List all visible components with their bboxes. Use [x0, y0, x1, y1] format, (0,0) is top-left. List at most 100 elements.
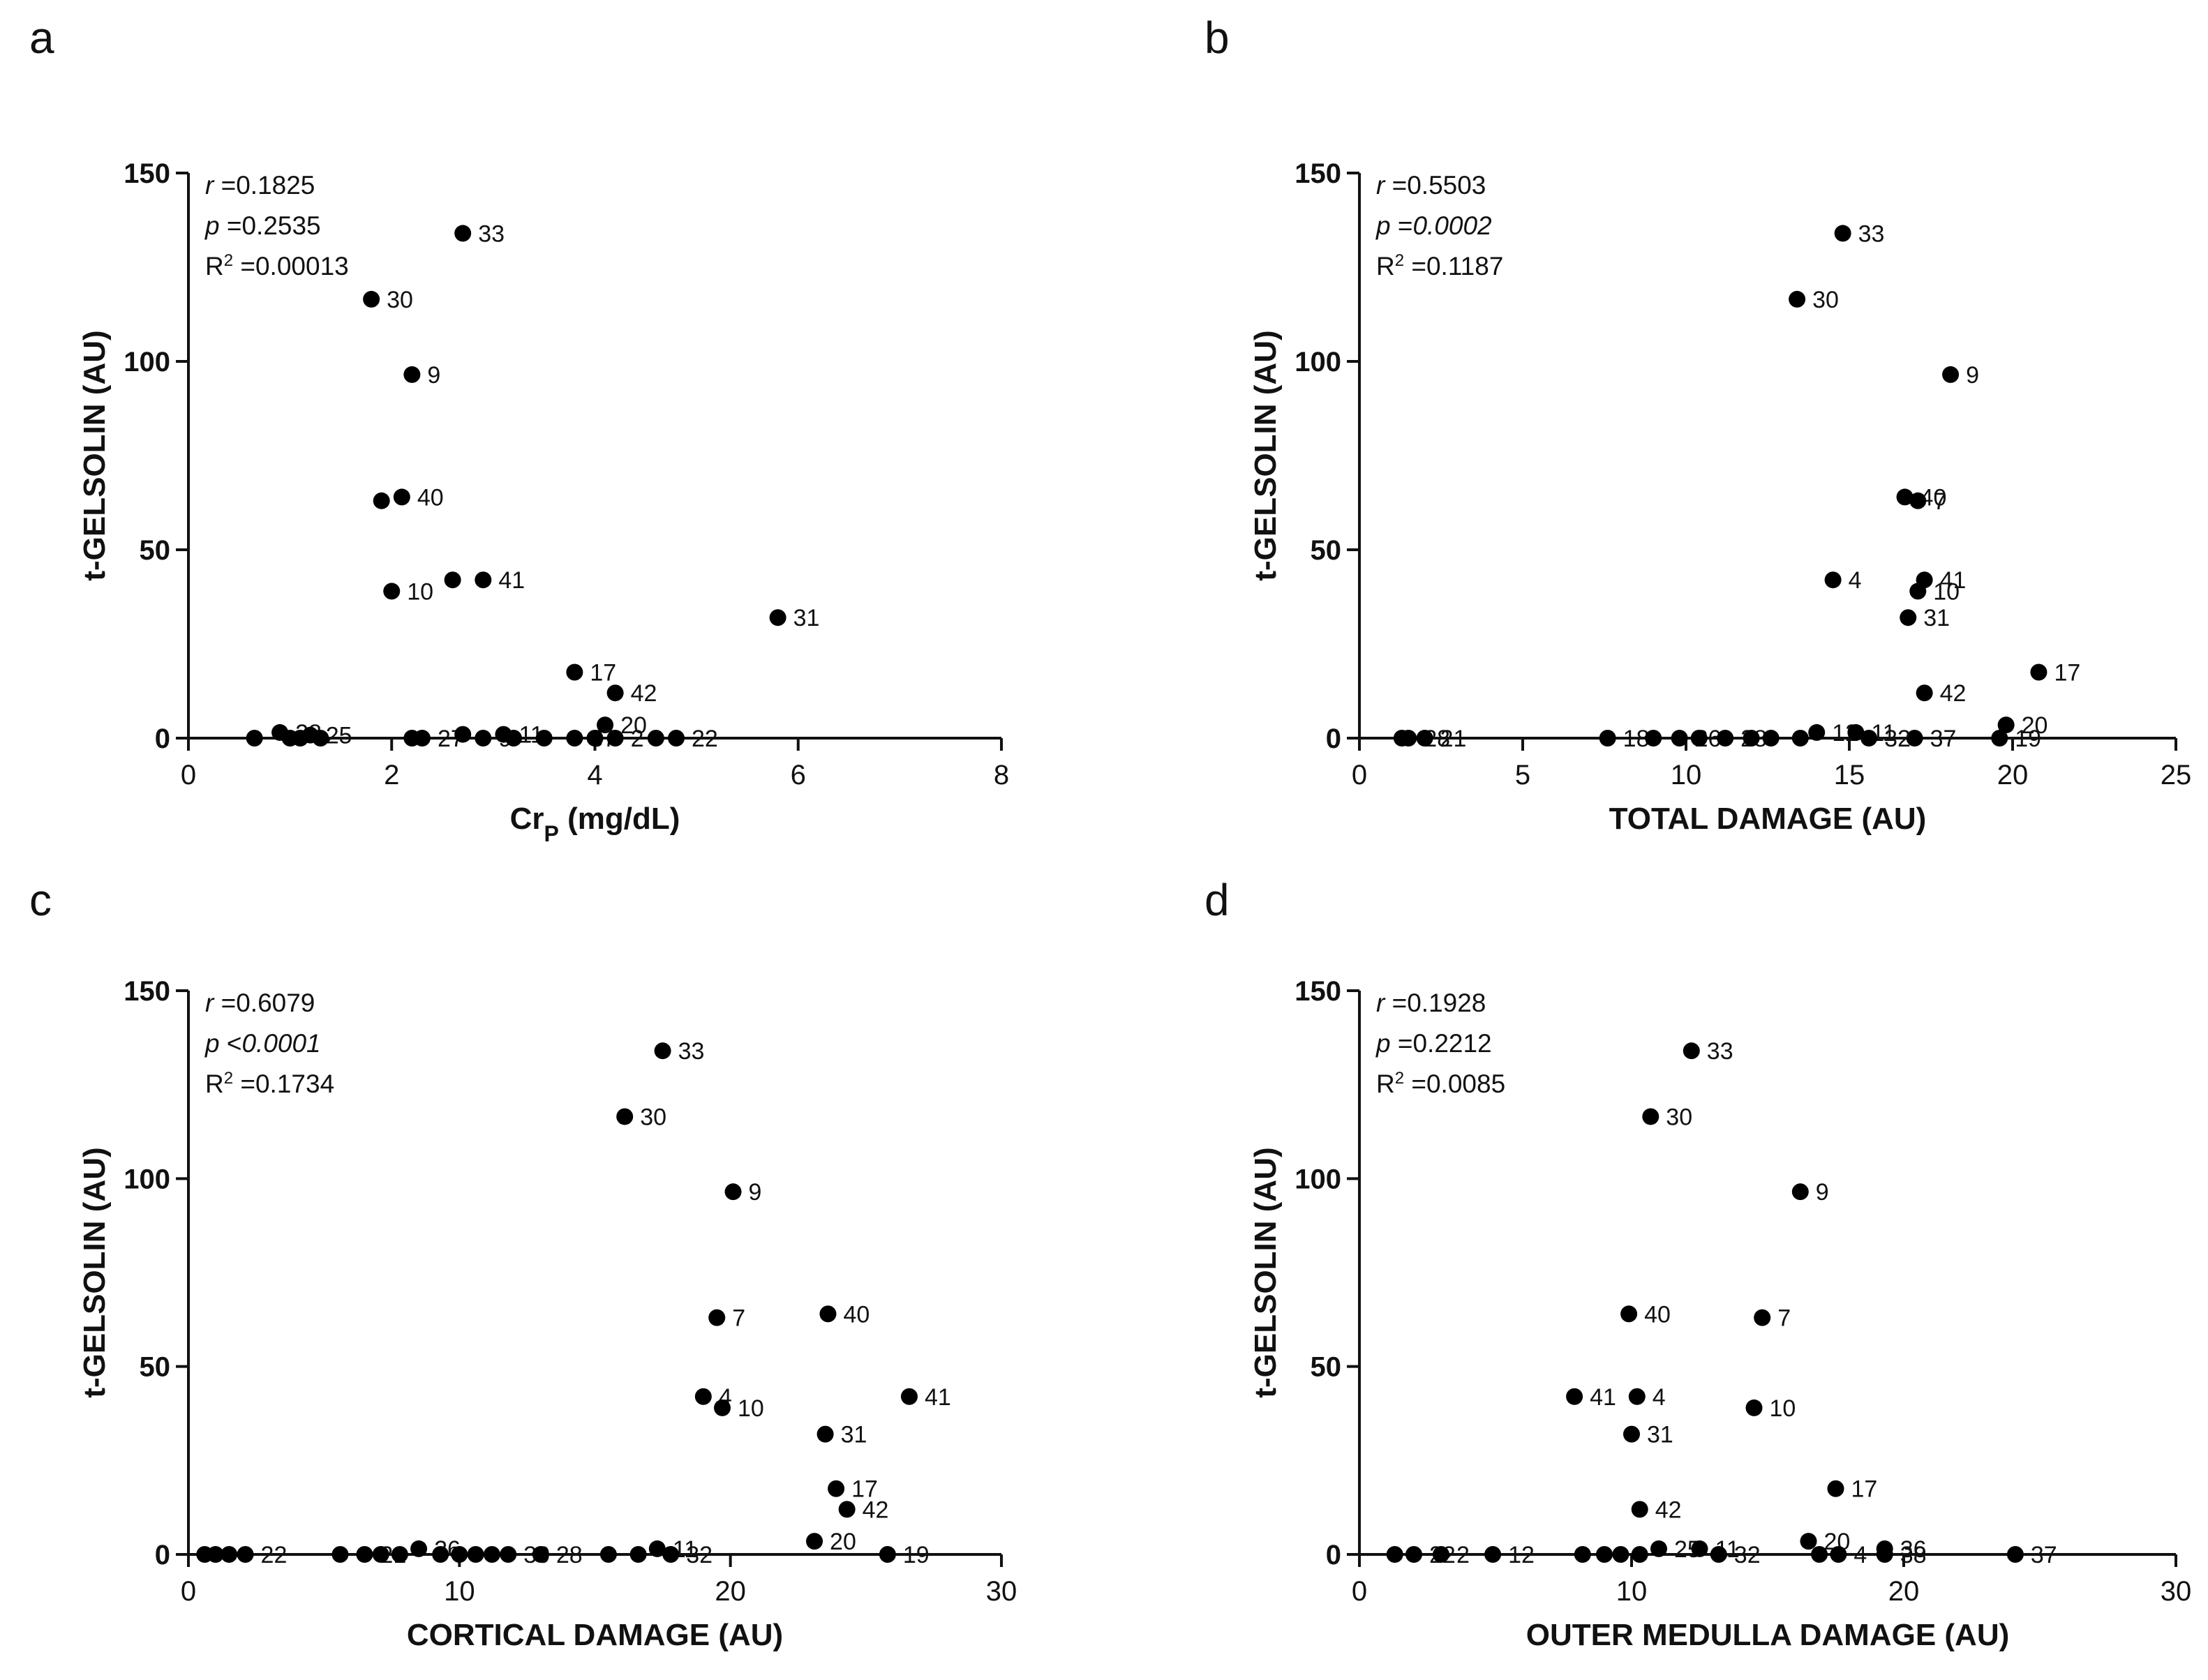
stat-r-value: 0.1825 [236, 171, 315, 200]
data-point [629, 1546, 647, 1563]
data-point [363, 290, 380, 308]
x-axis-title-main: OUTER MEDULLA DAMAGE (AU) [1526, 1618, 2010, 1652]
data-point [1800, 1533, 1817, 1550]
x-axis-title-subscript: P [544, 821, 559, 846]
data-point-label: 2 [631, 726, 644, 752]
data-point-label: 20 [830, 1529, 856, 1555]
data-point [356, 1546, 373, 1563]
data-point [1896, 488, 1914, 506]
data-point [1789, 290, 1806, 308]
x-axis-title-main: TOTAL DAMAGE (AU) [1609, 802, 1927, 836]
stat-p-symbol: p [204, 1029, 220, 1058]
y-tick-label: 50 [140, 1352, 171, 1383]
data-point-label: 9 [749, 1179, 762, 1206]
data-point [1824, 571, 1842, 589]
data-point [535, 730, 553, 747]
data-point-label: 28 [556, 1542, 583, 1568]
x-tick-label: 10 [1671, 760, 1702, 790]
y-axis-title: t-GELSOLIN (AU) [1248, 1147, 1283, 1397]
data-point-label: 2 [1456, 1542, 1470, 1568]
stat-r: r =0.1825 [205, 171, 315, 200]
x-tick-label: 5 [1515, 760, 1530, 790]
data-point [668, 730, 685, 747]
stat-r2-eq: = [1404, 1070, 1426, 1098]
stat-r2: R2 =0.1734 [205, 1069, 334, 1099]
x-tick-label: 4 [587, 760, 602, 790]
data-point [500, 1546, 517, 1563]
data-point [1811, 1546, 1828, 1563]
x-tick-label: 15 [1834, 760, 1865, 790]
data-point [1791, 1183, 1809, 1201]
stat-r2-value: 0.1734 [255, 1070, 334, 1098]
stat-r: r =0.6079 [205, 989, 315, 1017]
data-point-label: 25 [326, 723, 352, 749]
stat-p: p =0.2212 [1375, 1029, 1492, 1058]
x-axis-title: CrP (mg/dL) [510, 802, 680, 846]
data-point-label: 4 [1849, 567, 1862, 594]
panel-b: b 0 50 100 150 0 5 10 15 20 25 TOTAL DAMAGE (AU) t-G… [1204, 13, 2191, 836]
stat-r2-value: 0.0085 [1426, 1070, 1505, 1098]
x-tick-label: 2 [384, 760, 399, 790]
y-tick-label: 0 [1326, 1540, 1341, 1570]
data-point-label: 9 [1816, 1179, 1829, 1206]
y-tick-label: 100 [1295, 1164, 1341, 1194]
data-point-label: 36 [1900, 1536, 1927, 1563]
data-point [662, 1546, 680, 1563]
data-point [1916, 684, 1933, 702]
data-point-label: 31 [1923, 605, 1950, 631]
stat-p-symbol: p [1375, 211, 1391, 240]
data-point [616, 1108, 634, 1125]
data-point-label: 42 [631, 680, 657, 707]
data-point [1691, 1540, 1708, 1557]
data-point [566, 730, 583, 747]
data-point [2006, 1546, 2024, 1563]
x-tick-label: 0 [1352, 760, 1367, 790]
data-point-label: 42 [863, 1497, 889, 1523]
data-point-label: 42 [1655, 1497, 1682, 1523]
y-tick-label: 100 [124, 1164, 170, 1194]
stat-r-value: 0.1928 [1407, 989, 1486, 1017]
data-point [1762, 730, 1780, 747]
y-axis-title: t-GELSOLIN (AU) [77, 330, 112, 580]
data-point [1642, 1108, 1659, 1125]
data-point [819, 1305, 837, 1323]
stat-p-symbol: p [1375, 1029, 1391, 1058]
data-point [475, 571, 492, 589]
data-point [900, 1388, 918, 1405]
panel-letter: b [1204, 13, 1230, 63]
data-point-label: 4 [1653, 1384, 1666, 1411]
stat-r2-value: 0.00013 [255, 252, 349, 280]
stat-r2-superscript: 2 [1395, 251, 1404, 270]
data-point-label: 19 [903, 1542, 930, 1568]
data-point [1909, 583, 1927, 600]
data-point [1623, 1425, 1640, 1443]
y-tick-label: 50 [140, 535, 171, 566]
stat-p-op: < [220, 1029, 242, 1058]
data-point [838, 1501, 856, 1518]
data-point [1997, 717, 2015, 734]
data-point [1596, 1546, 1613, 1563]
data-point [432, 1546, 449, 1563]
data-point [1991, 730, 2008, 747]
data-point [237, 1546, 254, 1563]
data-point-label: 20 [2022, 712, 2048, 739]
data-point [1791, 730, 1809, 747]
data-point [475, 730, 492, 747]
y-axis-title: t-GELSOLIN (AU) [77, 1147, 112, 1397]
x-tick-label: 0 [1352, 1576, 1367, 1607]
data-point [1650, 1540, 1667, 1557]
data-point-label: 33 [678, 1038, 705, 1065]
data-point [391, 1546, 408, 1563]
stat-p: p =0.2535 [204, 211, 321, 240]
data-point-label: 30 [1812, 287, 1839, 313]
data-point [1416, 730, 1433, 747]
stat-r-eq: = [214, 171, 236, 200]
stat-r2-eq: = [1404, 252, 1426, 280]
data-point-label: 40 [1644, 1301, 1671, 1328]
data-point [1690, 730, 1708, 747]
panel-c: c 0 50 100 150 0 10 20 30 CORTICAL DAMAGE (AU) t-G… [29, 875, 1017, 1652]
stat-p-value: 0.2535 [241, 211, 320, 240]
data-point [383, 583, 401, 600]
data-point [597, 717, 614, 734]
data-point [1599, 730, 1616, 747]
